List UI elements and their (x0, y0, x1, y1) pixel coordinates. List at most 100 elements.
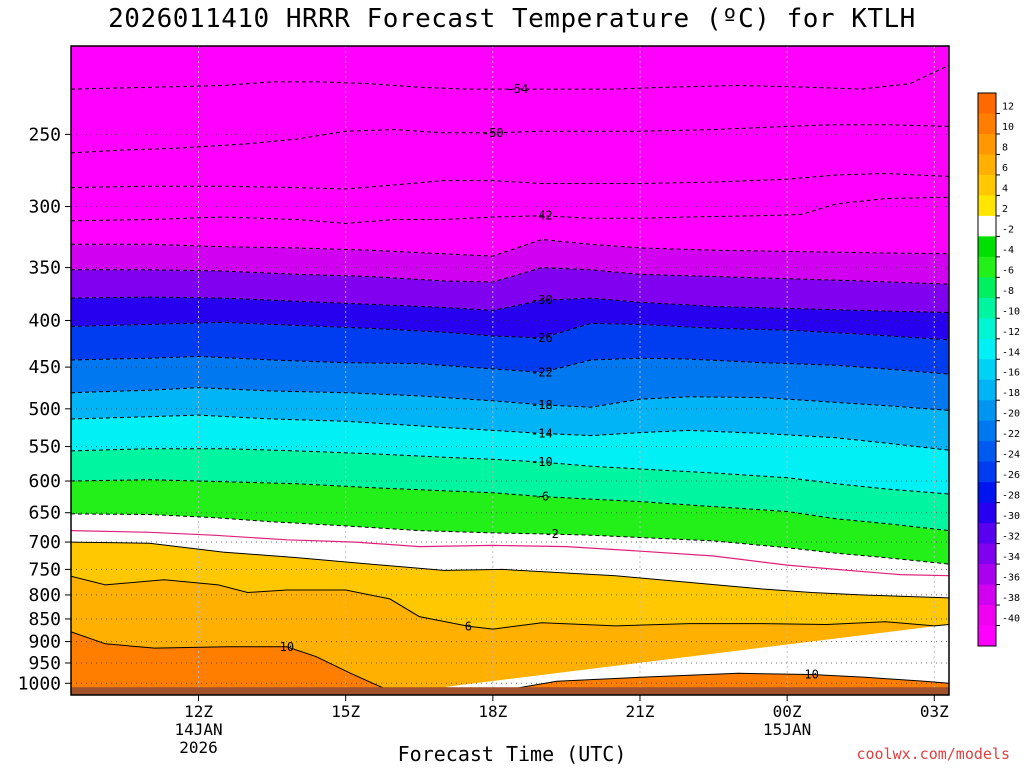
colorbar-tick-label: -4 (1002, 245, 1014, 256)
y-tick-label: 500 (28, 399, 61, 420)
colorbar-swatch (978, 523, 996, 545)
isotherm-line (71, 238, 949, 257)
colorbar-tick-label: -24 (1002, 450, 1020, 461)
colorbar-swatch (978, 379, 996, 401)
colorbar-swatch (978, 625, 996, 647)
colorbar-swatch (978, 215, 996, 237)
colorbar-swatch (978, 461, 996, 483)
isotherm-line (71, 575, 949, 630)
colorbar-swatch (978, 420, 996, 442)
isotherm-line (71, 387, 949, 411)
colorbar-tick-label: -34 (1002, 552, 1020, 563)
isotherm-line (71, 321, 949, 341)
temperature-band (71, 173, 949, 224)
isotherm-label: -54 (507, 82, 529, 96)
x-tick-label: 15Z (331, 702, 360, 721)
y-tick-label: 950 (28, 653, 61, 674)
colorbar-tick-label: -10 (1002, 306, 1020, 317)
ground-fill (71, 687, 949, 695)
x-tick-label: 00Z (773, 702, 802, 721)
colorbar-swatch (978, 133, 996, 155)
temperature-band (71, 65, 949, 153)
x-tick-label: 03Z (920, 702, 949, 721)
colorbar-tick-label: -40 (1002, 614, 1020, 625)
isotherm-label: -2 (544, 527, 558, 541)
isotherm-label: 10 (280, 640, 294, 654)
isotherm-label: 10 (804, 667, 818, 681)
isotherm-label: -22 (531, 365, 553, 379)
temperature-band (71, 513, 949, 576)
colorbar-swatch (978, 605, 996, 627)
temperature-band (71, 46, 949, 90)
temperature-band (71, 530, 949, 598)
temperature-band (71, 415, 949, 494)
colorbar-swatch (978, 482, 996, 504)
colorbar-swatch (978, 256, 996, 278)
y-tick-label: 800 (28, 585, 61, 606)
colorbar-tick-label: -28 (1002, 491, 1020, 502)
x-tick-label: 15JAN (763, 720, 811, 739)
temperature-band (71, 124, 949, 189)
isotherm-line (71, 124, 949, 154)
colorbar-tick-label: -22 (1002, 429, 1020, 440)
colorbar-swatch (978, 93, 996, 114)
temperature-band (71, 197, 949, 257)
y-tick-label: 650 (28, 503, 61, 524)
y-tick-label: 400 (28, 310, 61, 331)
y-axis: 2503003504004505005506006507007508008509… (18, 124, 71, 694)
colorbar-swatch (978, 113, 996, 135)
temperature-band (71, 631, 949, 695)
isotherm-line (71, 296, 949, 313)
colorbar-tick-label: -12 (1002, 327, 1020, 338)
x-axis-label: Forecast Time (UTC) (397, 742, 627, 766)
temperature-band (71, 387, 949, 451)
temperature-bands (71, 46, 949, 695)
colorbar-tick-label: -36 (1002, 573, 1020, 584)
colorbar-swatch (978, 584, 996, 606)
isotherm-label: -10 (531, 455, 553, 469)
colorbar-tick-label: 10 (1002, 122, 1014, 133)
colorbar-tick-label: 12 (1002, 101, 1014, 112)
y-tick-label: 750 (28, 559, 61, 580)
colorbar-tick-label: 8 (1002, 142, 1008, 153)
colorbar-swatch (978, 338, 996, 360)
x-tick-label: 21Z (626, 702, 655, 721)
x-tick-label: 18Z (478, 702, 507, 721)
freezing-isotherm (71, 530, 949, 577)
isotherm-label: -18 (531, 398, 553, 412)
colorbar-tick-label: 6 (1002, 163, 1008, 174)
y-tick-label: 550 (28, 437, 61, 458)
y-tick-label: 450 (28, 357, 61, 378)
colorbar-swatch (978, 441, 996, 463)
colorbar-tick-label: -20 (1002, 409, 1020, 420)
x-tick-label: 12Z (184, 702, 213, 721)
temperature-band (71, 576, 949, 694)
isotherm-line (71, 267, 949, 285)
colorbar-swatch (978, 564, 996, 586)
temperature-band (71, 322, 949, 375)
y-tick-label: 250 (28, 124, 61, 145)
isotherm-label: -26 (531, 331, 553, 345)
chart-title: 2026011410 HRRR Forecast Temperature (ºC… (108, 4, 916, 34)
isotherm-line (71, 479, 949, 532)
colorbar-frame (977, 92, 997, 647)
colorbar-swatch (978, 195, 996, 217)
source-credit: coolwx.com/models (856, 745, 1010, 763)
x-tick-label: 14JAN (174, 720, 222, 739)
x-tick-label: 2026 (179, 738, 218, 757)
colorbar-tick-label: -26 (1002, 470, 1020, 481)
isotherm-line (487, 672, 949, 694)
colorbar-swatch (978, 318, 996, 340)
y-tick-label: 900 (28, 632, 61, 653)
isotherm-line (71, 448, 949, 495)
isotherm-contours: 10 10 6 -2 -6 -10 -14 -18 -22 -26 -30 -42 -50 -54 (71, 64, 949, 694)
colorbar-tick-label: -32 (1002, 532, 1020, 543)
plot-frame (70, 45, 950, 696)
colorbar-tick-label: -2 (1002, 224, 1014, 235)
colorbar-tick-label: -14 (1002, 347, 1020, 358)
y-tick-label: 600 (28, 471, 61, 492)
colorbar-tick-label: -6 (1002, 265, 1014, 276)
y-tick-label: 300 (28, 197, 61, 218)
temperature-band (71, 267, 949, 313)
